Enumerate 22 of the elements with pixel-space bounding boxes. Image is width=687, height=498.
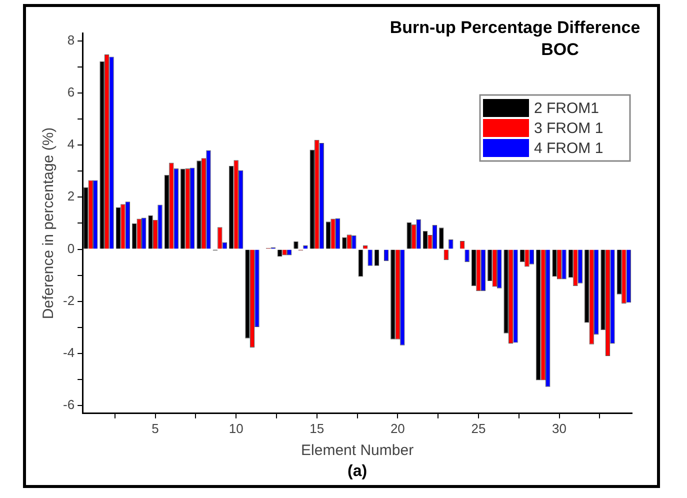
legend-label: 2 FROM1 bbox=[534, 100, 600, 118]
legend-label: 4 FROM 1 bbox=[534, 140, 604, 158]
text: (a) bbox=[348, 463, 368, 480]
x-tick-label: 25 bbox=[471, 420, 486, 436]
x-tick-label: 15 bbox=[310, 420, 324, 436]
y-tick-label: -6 bbox=[62, 397, 75, 412]
x-tick-label: 20 bbox=[390, 420, 405, 436]
x-axis-title: Element Number bbox=[301, 442, 414, 460]
y-tick-label: -2 bbox=[62, 292, 75, 308]
chart-subtitle: BOC bbox=[541, 40, 579, 59]
y-tick-label: 2 bbox=[67, 188, 75, 204]
y-tick-label: 8 bbox=[67, 32, 75, 48]
x-tick-label: 30 bbox=[552, 420, 567, 436]
x-tick-label: 10 bbox=[228, 420, 244, 436]
y-tick-label: 4 bbox=[67, 136, 75, 152]
y-axis-title: Deference in percentage (%) bbox=[40, 127, 58, 320]
y-tick-label: 0 bbox=[67, 240, 75, 256]
legend-label: 3 FROM 1 bbox=[534, 120, 604, 138]
chart-title: Burn-up Percentage Difference bbox=[390, 18, 640, 37]
x-tick-label: 5 bbox=[152, 420, 159, 436]
y-tick-label: -4 bbox=[62, 345, 75, 360]
y-tick-label: 6 bbox=[67, 84, 75, 100]
